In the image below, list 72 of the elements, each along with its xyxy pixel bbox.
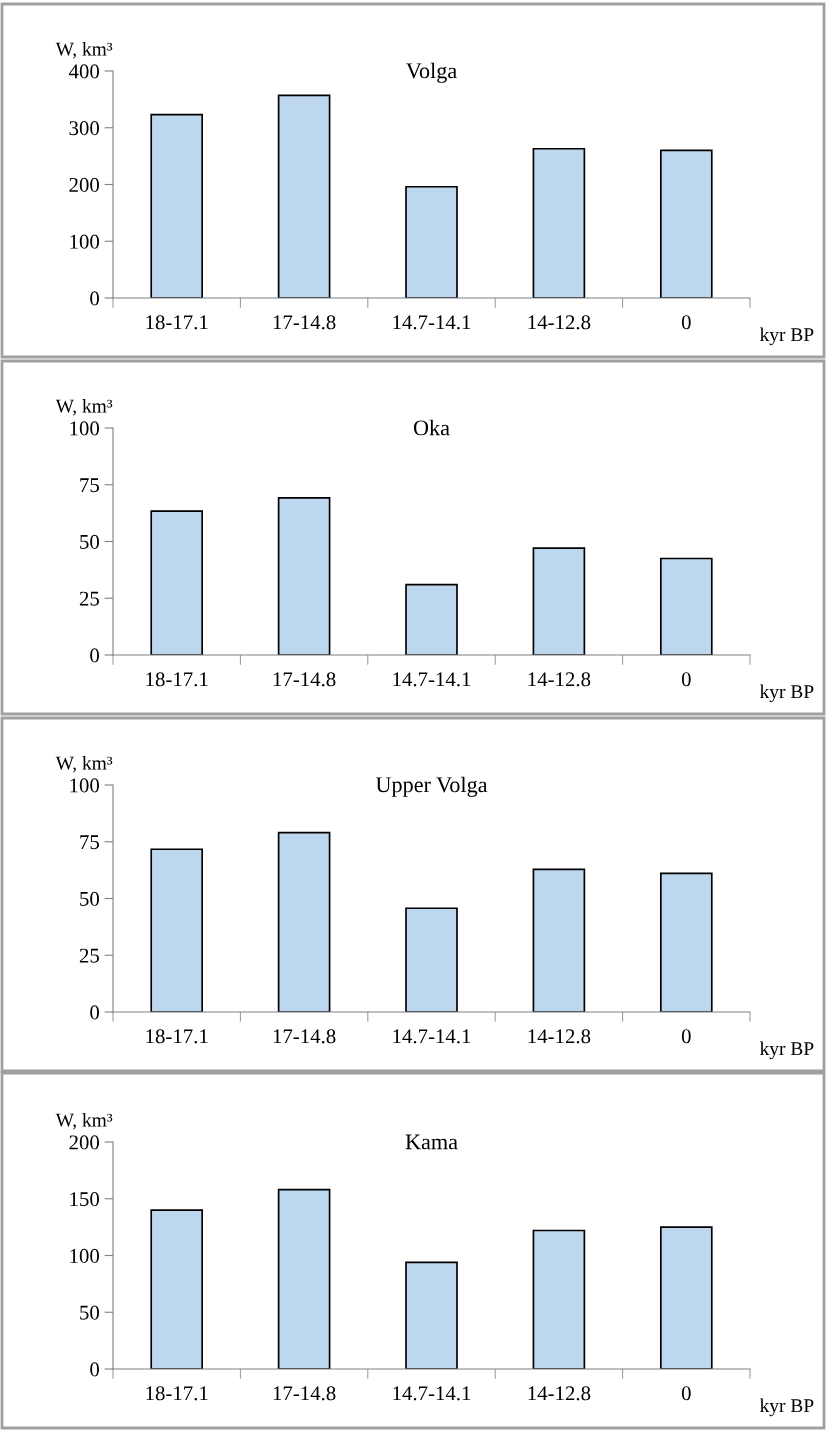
- x-axis-title: kyr BP: [759, 1041, 814, 1060]
- y-tick-label: 50: [80, 1305, 100, 1320]
- bar: [405, 907, 458, 1012]
- y-tick-label: 0: [90, 1362, 100, 1377]
- x-tick-label: 14-12.8: [528, 315, 591, 330]
- x-tick-label: 14-12.8: [528, 1386, 591, 1401]
- bar: [277, 497, 331, 655]
- chart-title: Upper Volga: [375, 776, 488, 797]
- x-tick-label: 14.7-14.1: [393, 315, 471, 330]
- y-tick-label: 0: [90, 648, 100, 663]
- y-tick-label: 100: [70, 421, 100, 436]
- bar: [532, 147, 586, 298]
- y-tick-label: 200: [69, 177, 100, 192]
- x-tick-label: 18-17.1: [146, 315, 208, 330]
- y-tick-label: 100: [70, 1248, 100, 1263]
- x-tick-label: 17-14.8: [273, 1029, 336, 1044]
- y-tick-label: 25: [79, 948, 99, 963]
- y-tick-label: 400: [68, 64, 100, 79]
- x-tick-label: 14.7-14.1: [393, 1029, 471, 1044]
- chart-title: Kama: [405, 1134, 458, 1150]
- x-tick-label: 0: [681, 672, 691, 687]
- bar: [277, 1188, 331, 1369]
- x-tick-label: 17-14.8: [273, 315, 336, 330]
- x-tick-label: 14.7-14.1: [393, 1386, 471, 1401]
- bar: [277, 831, 331, 1012]
- x-axis-title: kyr BP: [759, 684, 814, 703]
- y-axis-title: W, km³: [55, 756, 113, 773]
- x-tick-label: 0: [681, 1386, 691, 1401]
- y-axis-title: W, km³: [55, 1113, 113, 1130]
- bar: [405, 185, 458, 298]
- y-tick-label: 50: [80, 891, 100, 906]
- y-tick-label: 300: [69, 121, 100, 136]
- y-tick-label: 150: [70, 1192, 100, 1207]
- y-tick-label: 100: [70, 234, 100, 249]
- x-tick-label: 0: [681, 315, 691, 330]
- chart-title: Oka: [413, 419, 450, 436]
- bar: [659, 557, 713, 655]
- x-tick-label: 17-14.8: [273, 672, 336, 687]
- x-axis-title: kyr BP: [759, 1398, 814, 1417]
- bar: [405, 1261, 458, 1369]
- x-tick-label: 18-17.1: [146, 1386, 208, 1401]
- x-tick-label: 14-12.8: [528, 672, 591, 687]
- y-axis-title: W, km³: [55, 399, 113, 416]
- y-tick-label: 0: [90, 1005, 100, 1020]
- bar: [150, 1209, 204, 1369]
- x-tick-label: 0: [681, 1029, 691, 1044]
- bar: [150, 848, 204, 1012]
- bar: [532, 1229, 586, 1369]
- bar: [150, 113, 204, 298]
- y-tick-label: 75: [80, 478, 99, 493]
- y-tick-label: 0: [90, 291, 100, 306]
- x-tick-label: 14.7-14.1: [393, 672, 471, 687]
- y-tick-label: 75: [80, 835, 99, 850]
- x-axis-title: kyr BP: [759, 327, 814, 346]
- y-tick-label: 200: [69, 1135, 100, 1150]
- chart-title: Volga: [406, 62, 457, 83]
- y-tick-label: 100: [70, 778, 100, 793]
- y-tick-label: 50: [80, 534, 100, 549]
- bar: [532, 868, 586, 1012]
- bar: [659, 872, 713, 1012]
- y-axis-title: W, km³: [55, 42, 113, 59]
- bar: [150, 510, 204, 655]
- bar: [659, 1226, 713, 1369]
- x-tick-label: 18-17.1: [146, 1029, 208, 1044]
- x-tick-label: 18-17.1: [146, 672, 208, 687]
- x-tick-label: 17-14.8: [273, 1386, 336, 1401]
- bar: [405, 583, 458, 655]
- y-tick-label: 25: [79, 591, 99, 606]
- bar: [532, 547, 586, 655]
- bar: [277, 94, 331, 298]
- bar: [659, 149, 713, 298]
- x-tick-label: 14-12.8: [528, 1029, 591, 1044]
